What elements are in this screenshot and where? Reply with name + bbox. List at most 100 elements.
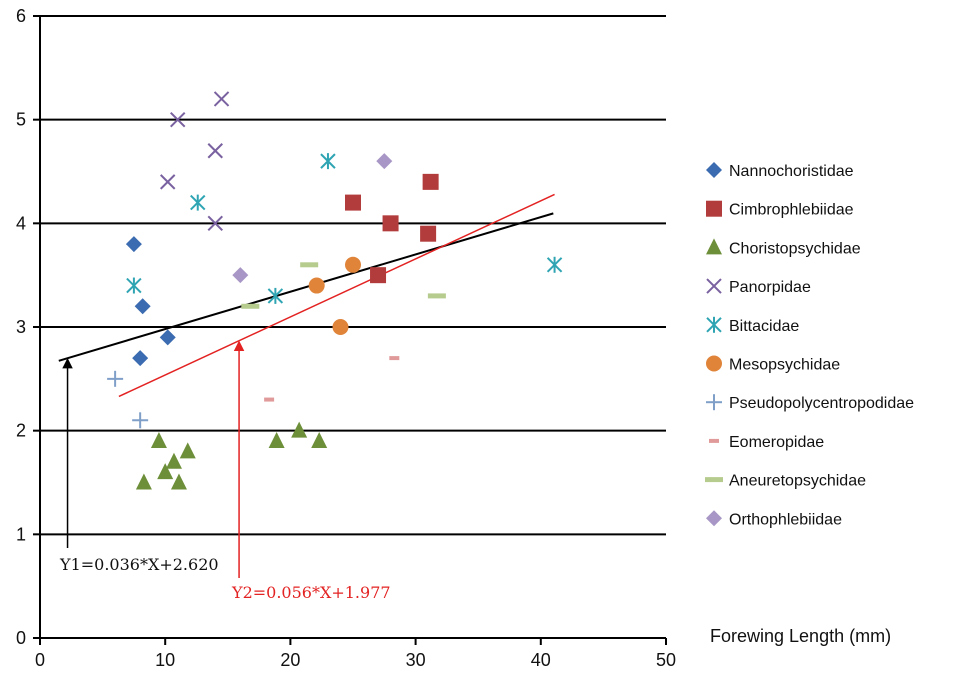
point-choristopsychidae-7 bbox=[268, 432, 285, 449]
point-choristopsychidae-6 bbox=[170, 473, 187, 490]
series-pseudopolycentropodidae bbox=[107, 370, 149, 429]
point-cimbrophlebiidae-5 bbox=[370, 267, 387, 284]
series-eomeropidae bbox=[264, 356, 400, 402]
series-nannochoristidae bbox=[125, 236, 176, 367]
series-panorpidae bbox=[159, 91, 230, 232]
point-panorpidae-2-stroke-b bbox=[170, 111, 186, 128]
legend-label-orthophlebiidae: Orthophlebiidae bbox=[729, 511, 842, 528]
point-bittacidae-2 bbox=[320, 153, 336, 170]
legend-label-aneuretopsychidae: Aneuretopsychidae bbox=[729, 473, 866, 490]
legend: Nannochoristidae Cimbrophlebiidae Choristo… bbox=[705, 162, 914, 528]
fit-equation-2: Y2=0.056*X+1.977 bbox=[231, 583, 391, 602]
point-mesopsychidae-3 bbox=[332, 319, 349, 335]
x-tick-label-20: 20 bbox=[280, 650, 300, 670]
legend-label-eomeropidae: Eomeropidae bbox=[729, 434, 824, 451]
point-nannochoristidae-4 bbox=[159, 329, 176, 346]
legend-item-choristopsychidae: Choristopsychidae bbox=[706, 238, 861, 257]
point-nannochoristidae-1 bbox=[125, 236, 142, 253]
series-mesopsychidae bbox=[308, 256, 361, 335]
legend-item-panorpidae: Panorpidae bbox=[706, 278, 811, 296]
x-tick-label-10: 10 bbox=[155, 650, 175, 670]
legend-label-cimbrophlebiidae: Cimbrophlebiidae bbox=[729, 202, 854, 219]
legend-label-pseudopolycentropodidae: Pseudopolycentropodidae bbox=[729, 395, 914, 412]
point-panorpidae-4-stroke-b bbox=[159, 174, 176, 190]
legend-marker-eomeropidae bbox=[709, 438, 719, 443]
point-cimbrophlebiidae-1 bbox=[345, 194, 361, 211]
point-pseudopolycentropodidae-2 bbox=[132, 412, 149, 429]
point-bittacidae-3 bbox=[126, 277, 142, 294]
data-points bbox=[107, 91, 563, 490]
x-tick-label-50: 50 bbox=[656, 650, 676, 670]
point-choristopsychidae-9 bbox=[311, 432, 328, 449]
point-aneuretopsychidae-2 bbox=[300, 262, 319, 268]
legend-item-bittacidae: Bittacidae bbox=[706, 316, 799, 335]
point-cimbrophlebiidae-3 bbox=[422, 173, 439, 190]
series-cimbrophlebiidae bbox=[345, 173, 439, 284]
x-tick-label-40: 40 bbox=[531, 650, 551, 670]
point-nannochoristidae-3 bbox=[132, 350, 149, 367]
legend-marker-panorpidae-stroke-b bbox=[706, 278, 722, 294]
point-orthophlebiidae-1 bbox=[232, 267, 249, 284]
point-mesopsychidae-2 bbox=[308, 277, 325, 294]
point-panorpidae-1 bbox=[213, 91, 230, 107]
legend-item-mesopsychidae: Mesopsychidae bbox=[706, 355, 840, 374]
point-choristopsychidae-2 bbox=[157, 463, 174, 480]
point-eomeropidae-2 bbox=[389, 356, 400, 361]
grid-lines bbox=[40, 15, 666, 536]
axes: 0 1 2 3 4 5 6 0 10 20 30 40 50 bbox=[16, 6, 676, 670]
point-panorpidae-2 bbox=[170, 111, 186, 128]
legend-item-nannochoristidae: Nannochoristidae bbox=[706, 162, 854, 180]
y-tick-label-0: 0 bbox=[16, 628, 26, 648]
point-panorpidae-4 bbox=[159, 174, 176, 190]
point-choristopsychidae-4 bbox=[179, 442, 196, 459]
regression-lines: Y1=0.036*X+2.620 Y2=0.056*X+1.977 bbox=[58, 193, 555, 602]
series-bittacidae bbox=[126, 153, 563, 304]
point-aneuretopsychidae-1 bbox=[241, 303, 260, 309]
legend-label-bittacidae: Bittacidae bbox=[729, 318, 799, 335]
fit-line-2 bbox=[118, 193, 555, 398]
y-tick-label-4: 4 bbox=[16, 213, 26, 233]
legend-marker-mesopsychidae bbox=[706, 355, 722, 372]
point-cimbrophlebiidae-4 bbox=[420, 225, 437, 242]
x-axis-label: Forewing Length (mm) bbox=[710, 626, 891, 646]
point-orthophlebiidae-2 bbox=[376, 153, 393, 170]
legend-item-orthophlebiidae: Orthophlebiidae bbox=[706, 510, 842, 528]
legend-marker-bittacidae bbox=[706, 316, 722, 333]
fit-equation-1: Y1=0.036*X+2.620 bbox=[59, 555, 219, 574]
series-orthophlebiidae bbox=[232, 153, 393, 284]
series-aneuretopsychidae bbox=[241, 262, 446, 309]
legend-label-nannochoristidae: Nannochoristidae bbox=[729, 163, 854, 180]
fit-line-1 bbox=[58, 212, 554, 362]
y-tick-label-5: 5 bbox=[16, 110, 26, 130]
point-panorpidae-5-stroke-b bbox=[207, 215, 223, 232]
point-cimbrophlebiidae-2 bbox=[382, 215, 399, 232]
point-mesopsychidae-1 bbox=[345, 256, 361, 273]
legend-item-eomeropidae: Eomeropidae bbox=[709, 434, 824, 451]
x-tick-label-0: 0 bbox=[35, 650, 45, 670]
legend-item-cimbrophlebiidae: Cimbrophlebiidae bbox=[706, 200, 854, 219]
legend-marker-choristopsychidae bbox=[706, 238, 722, 255]
point-panorpidae-1-stroke-b bbox=[213, 91, 230, 107]
x-tick-label-30: 30 bbox=[406, 650, 426, 670]
point-aneuretopsychidae-3 bbox=[427, 293, 446, 299]
point-choristopsychidae-8 bbox=[291, 421, 308, 438]
point-panorpidae-3 bbox=[207, 143, 223, 159]
legend-label-mesopsychidae: Mesopsychidae bbox=[729, 357, 840, 374]
y-tick-label-2: 2 bbox=[16, 421, 26, 441]
point-choristopsychidae-5 bbox=[135, 473, 152, 490]
y-tick-label-1: 1 bbox=[16, 524, 26, 544]
point-bittacidae-5 bbox=[546, 256, 563, 273]
legend-marker-panorpidae bbox=[706, 278, 722, 294]
point-panorpidae-3-stroke-b bbox=[207, 143, 223, 159]
point-choristopsychidae-3 bbox=[165, 452, 182, 469]
legend-marker-orthophlebiidae bbox=[706, 510, 722, 527]
point-panorpidae-5 bbox=[207, 215, 223, 232]
y-tick-label-3: 3 bbox=[16, 317, 26, 337]
y-tick-label-6: 6 bbox=[16, 6, 26, 26]
legend-marker-aneuretopsychidae bbox=[705, 477, 723, 483]
point-bittacidae-1 bbox=[190, 194, 206, 211]
legend-marker-nannochoristidae bbox=[706, 162, 722, 178]
legend-label-panorpidae: Panorpidae bbox=[729, 279, 811, 296]
legend-label-choristopsychidae: Choristopsychidae bbox=[729, 240, 861, 257]
